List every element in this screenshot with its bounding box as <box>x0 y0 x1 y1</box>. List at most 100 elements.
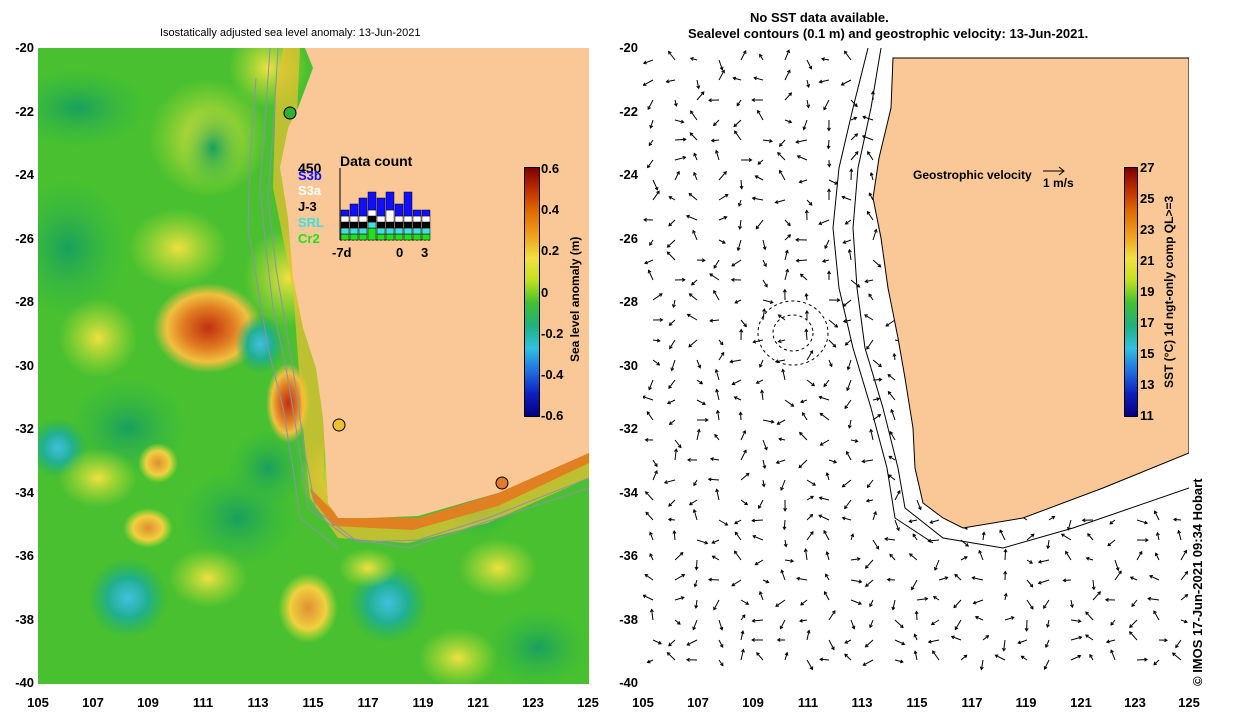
velocity-arrow-head <box>876 397 881 402</box>
velocity-arrow-head <box>1138 550 1143 555</box>
histogram-bar-segment <box>376 215 386 223</box>
velocity-arrow <box>803 119 808 130</box>
velocity-arrow-head <box>713 289 717 294</box>
velocity-arrow <box>755 175 764 181</box>
hist-x-tick: -7d <box>332 245 352 260</box>
velocity-arrow-head <box>1003 592 1008 597</box>
x-tick: 105 <box>27 695 49 710</box>
velocity-arrow-head <box>994 654 999 659</box>
velocity-arrow-head <box>751 98 756 103</box>
velocity-arrow-head <box>713 122 717 127</box>
velocity-arrow <box>1148 598 1160 601</box>
sst-colorbar-label: SST (°C) 1d ngt-only comp QL>=3 <box>1162 195 1176 388</box>
velocity-arrow-head <box>672 530 677 534</box>
velocity-arrow <box>867 151 874 161</box>
x-tick: 111 <box>797 695 819 710</box>
velocity-arrow-head <box>1183 549 1187 554</box>
velocity-arrow <box>672 299 676 308</box>
velocity-arrow-head <box>972 600 977 605</box>
velocity-arrow-head <box>809 349 814 354</box>
velocity-arrow <box>916 611 918 621</box>
velocity-arrow-head <box>869 624 873 629</box>
velocity-arrow-head <box>745 601 750 605</box>
velocity-arrow <box>718 519 728 526</box>
velocity-arrow <box>847 359 852 370</box>
velocity-arrow-head <box>762 246 767 251</box>
velocity-arrow-head <box>858 579 863 584</box>
velocity-arrow-head <box>762 308 767 313</box>
velocity-arrow-head <box>844 50 848 55</box>
velocity-arrow-head <box>668 50 672 55</box>
velocity-arrow <box>938 576 948 581</box>
velocity-arrow-head <box>776 421 781 425</box>
velocity-arrow <box>694 579 698 587</box>
velocity-arrow <box>799 432 808 441</box>
velocity-arrow-head <box>753 76 758 81</box>
sla-tick: 0.4 <box>541 202 560 217</box>
velocity-arrow <box>740 473 750 481</box>
velocity-arrow <box>734 299 742 304</box>
velocity-arrow-head <box>778 143 783 147</box>
velocity-arrow-head <box>1109 520 1114 525</box>
velocity-arrow-head <box>738 225 742 230</box>
velocity-arrow-head <box>1010 616 1015 620</box>
velocity-arrow <box>1044 659 1050 670</box>
velocity-arrow <box>643 396 654 401</box>
velocity-arrow <box>798 459 808 468</box>
velocity-arrow-head <box>869 172 874 177</box>
velocity-arrow-head <box>790 403 795 407</box>
velocity-arrow <box>759 359 764 368</box>
velocity-arrow-head <box>680 119 685 124</box>
velocity-arrow <box>844 499 852 509</box>
histogram-bar-segment <box>340 227 350 235</box>
velocity-arrow-head <box>707 477 712 482</box>
velocity-arrow <box>752 197 764 201</box>
velocity-arrow <box>800 273 808 281</box>
velocity-arrow <box>818 514 830 521</box>
velocity-arrow-head <box>788 92 793 97</box>
velocity-arrow-head <box>731 582 736 587</box>
velocity-arrow <box>740 449 747 461</box>
x-tick: 115 <box>906 695 928 710</box>
velocity-arrow-head <box>682 155 687 160</box>
velocity-arrow <box>865 579 874 587</box>
velocity-arrow <box>806 630 810 641</box>
histogram-bar-segment <box>349 227 359 235</box>
histogram-bar-segment <box>340 233 350 241</box>
velocity-arrow-head <box>974 615 979 620</box>
velocity-arrow-head <box>720 351 725 356</box>
velocity-arrow <box>1043 599 1050 609</box>
velocity-arrow <box>716 489 720 501</box>
velocity-arrow-head <box>845 450 850 455</box>
velocity-arrow-head <box>759 364 763 368</box>
velocity-arrow <box>819 497 830 501</box>
y-tick: -36 <box>619 548 638 563</box>
velocity-arrow <box>643 79 654 86</box>
velocity-arrow <box>649 239 654 246</box>
velocity-arrow-head <box>758 590 763 595</box>
velocity-arrow <box>718 659 724 666</box>
velocity-arrow-head <box>1020 655 1025 660</box>
velocity-arrow <box>864 314 874 321</box>
velocity-arrow <box>872 229 877 241</box>
histogram-bar-segment <box>421 209 431 217</box>
velocity-arrow-head <box>736 247 741 252</box>
histogram-bar-segment <box>367 215 377 223</box>
velocity-arrow <box>718 619 723 630</box>
velocity-arrow-head <box>979 666 984 671</box>
velocity-arrow-head <box>806 629 811 634</box>
velocity-arrow-head <box>673 102 678 107</box>
velocity-arrow <box>842 517 852 521</box>
velocity-arrow <box>894 659 904 663</box>
velocity-arrow <box>784 234 791 241</box>
velocity-arrow-head <box>885 323 890 327</box>
velocity-arrow-head <box>1043 666 1048 671</box>
velocity-arrow <box>1045 639 1050 648</box>
velocity-arrow-head <box>764 446 768 451</box>
velocity-arrow-head <box>693 152 698 157</box>
velocity-arrow <box>695 559 698 570</box>
velocity-arrow-head <box>825 573 829 578</box>
velocity-arrow <box>824 591 830 601</box>
velocity-arrow <box>867 211 874 221</box>
velocity-arrow-head <box>918 506 922 511</box>
